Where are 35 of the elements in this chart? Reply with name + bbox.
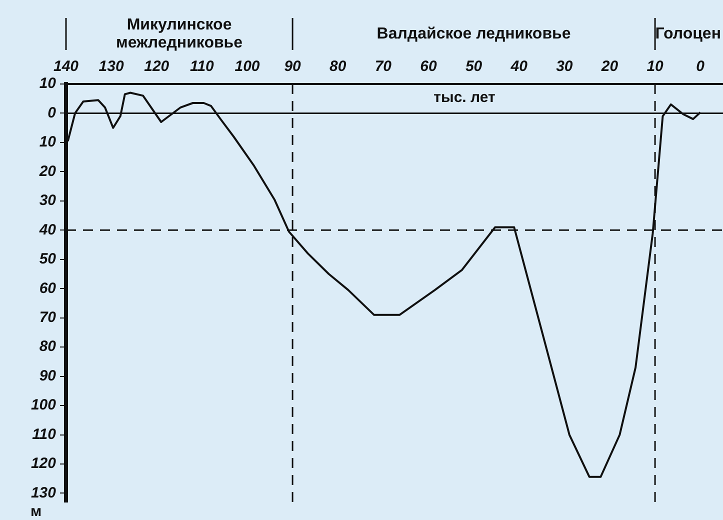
y-tick-label: 70 (39, 308, 57, 326)
y-axis-title: м (30, 503, 42, 520)
y-tick-label: 80 (39, 338, 57, 356)
y-tick-label: 90 (39, 367, 57, 384)
x-tick-label: 120 (144, 58, 170, 76)
x-tick-label: 10 (646, 58, 664, 76)
y-tick-label: 0 (48, 104, 57, 122)
y-tick-label: 10 (39, 75, 57, 92)
x-tick-label: 40 (510, 58, 528, 76)
x-tick-label: 100 (234, 58, 260, 76)
x-tick-label: 60 (420, 58, 438, 76)
y-tick-label: 130 (30, 484, 57, 502)
x-tick-label: 70 (374, 58, 392, 76)
text: Голоцен (655, 25, 722, 42)
y-tick-label: 60 (39, 280, 57, 297)
x-tick-label: 20 (600, 58, 619, 76)
y-tick-label: 120 (30, 455, 57, 472)
x-tick-label: 30 (556, 58, 574, 76)
x-tick-label: 80 (330, 58, 347, 76)
y-tick-label: 10 (39, 134, 57, 151)
x-tick-label: 0 (696, 58, 706, 76)
y-tick-label: 100 (30, 396, 57, 414)
y-tick-label: 30 (39, 192, 57, 210)
x-axis-title: тыс. лет (434, 89, 496, 106)
y-tick-label: 110 (32, 426, 57, 443)
x-tick-label: 90 (284, 58, 302, 76)
y-tick-label: 50 (39, 250, 57, 268)
y-tick-label: 40 (38, 221, 57, 238)
x-tick-label: 130 (98, 58, 124, 76)
y-tick-label: 20 (38, 162, 57, 180)
x-tick-label: 140 (53, 58, 80, 76)
text: Валдайское ледниковье (376, 25, 571, 42)
x-tick-label: 110 (190, 58, 215, 76)
text: Микулинское межледниковье (116, 16, 243, 52)
x-tick-label: 50 (465, 58, 483, 76)
